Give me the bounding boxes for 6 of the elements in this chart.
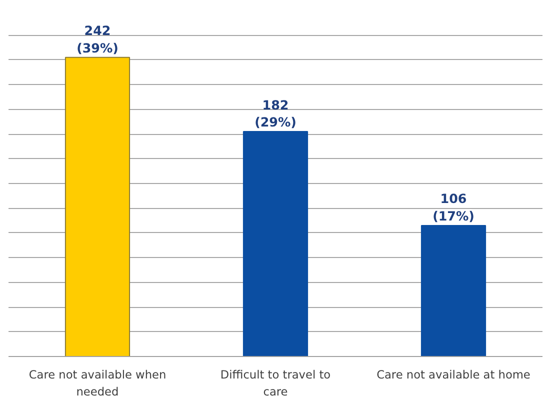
x-tick-label: Difficult to travel to care bbox=[220, 368, 331, 398]
x-tick-label: Care not available at home bbox=[376, 368, 530, 382]
x-tick-label: Care not available when needed bbox=[28, 368, 166, 398]
data-label: 106 (17%) bbox=[432, 191, 474, 224]
data-label: 182 (29%) bbox=[254, 97, 296, 130]
data-label: 242 (39%) bbox=[76, 23, 118, 56]
